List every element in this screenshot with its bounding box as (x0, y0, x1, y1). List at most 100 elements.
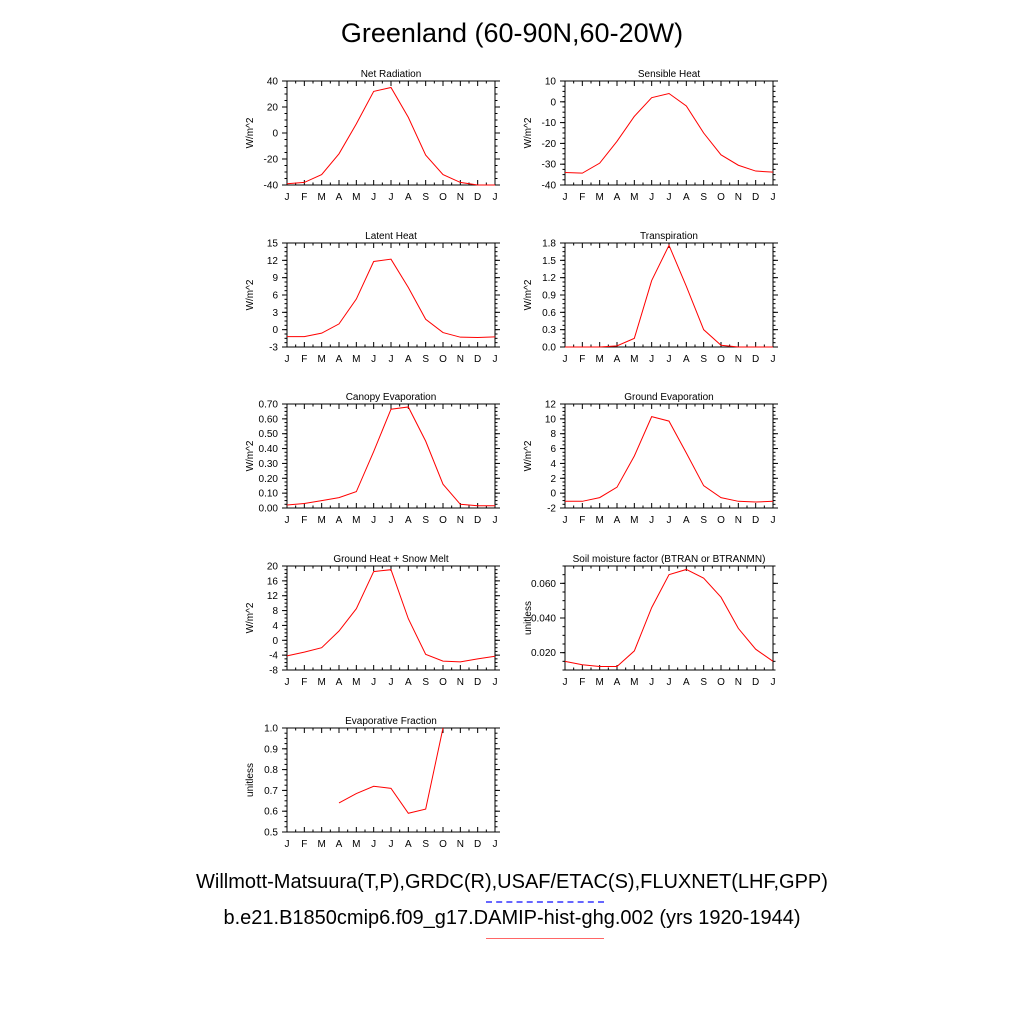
y-tick-label: -10 (542, 118, 557, 129)
x-tick-label: J (563, 354, 568, 365)
series-line (286, 86, 495, 186)
x-tick-label: O (717, 677, 725, 688)
x-tick-label: M (352, 354, 360, 365)
x-tick-label: A (614, 192, 621, 203)
plot-frame (286, 80, 496, 186)
y-tick-label: 0 (550, 97, 556, 108)
x-tick-label: J (563, 677, 568, 688)
legend-model-swatch (486, 938, 604, 939)
y-tick-label: 0.020 (531, 648, 556, 659)
x-tick-label: A (683, 677, 690, 688)
x-tick-label: N (457, 354, 464, 365)
y-tick-label: 0.9 (542, 291, 556, 302)
x-tick-label: J (563, 515, 568, 526)
y-axis-label: unitless (523, 601, 534, 635)
series-line (564, 92, 774, 174)
y-tick-label: 40 (267, 77, 279, 88)
panel-title: Ground Evaporation (624, 392, 714, 403)
y-tick-label: 12 (545, 400, 557, 411)
x-tick-label: J (389, 192, 394, 203)
x-tick-label: O (717, 515, 725, 526)
y-tick-label: 0 (272, 636, 278, 647)
y-tick-label: 8 (272, 606, 278, 617)
y-axis-label: unitless (245, 763, 256, 797)
y-tick-label: 0.30 (259, 459, 279, 470)
x-tick-label: M (317, 839, 325, 850)
x-tick-label: A (336, 515, 343, 526)
x-tick-label: N (457, 192, 464, 203)
x-tick-label: S (422, 192, 429, 203)
y-tick-label: 1.5 (542, 256, 556, 267)
x-tick-label: A (405, 192, 412, 203)
x-tick-label: A (683, 515, 690, 526)
x-tick-label: A (405, 515, 412, 526)
chart-panel-8: Soil moisture factor (BTRAN or BTRANMN) J… (523, 554, 778, 688)
x-tick-label: F (301, 192, 307, 203)
x-tick-label: D (752, 677, 759, 688)
x-tick-label: N (735, 515, 742, 526)
y-tick-label: 4 (550, 459, 556, 470)
page-title: Greenland (60-90N,60-20W) (340, 18, 684, 48)
x-tick-label: S (700, 515, 707, 526)
y-tick-label: 0.6 (264, 807, 278, 818)
y-tick-label: -40 (264, 181, 279, 192)
y-axis-label: W/m^2 (245, 440, 256, 471)
x-tick-label: J (371, 192, 376, 203)
x-tick-label: M (595, 192, 603, 203)
y-tick-label: 16 (267, 576, 279, 587)
x-tick-label: J (667, 677, 672, 688)
plot-frame (564, 80, 774, 186)
x-tick-label: A (336, 354, 343, 365)
x-tick-label: A (336, 839, 343, 850)
x-tick-label: O (439, 354, 447, 365)
x-tick-label: A (683, 354, 690, 365)
y-tick-label: 0.060 (531, 579, 556, 590)
x-tick-label: J (389, 677, 394, 688)
x-tick-label: J (371, 515, 376, 526)
x-tick-label: A (405, 354, 412, 365)
y-tick-label: 0.9 (264, 744, 278, 755)
series-line (564, 568, 774, 668)
y-tick-label: 2 (550, 474, 556, 485)
x-tick-label: J (667, 354, 672, 365)
x-tick-label: M (595, 515, 603, 526)
y-tick-label: -3 (269, 343, 278, 354)
x-tick-label: F (579, 515, 585, 526)
x-tick-label: A (336, 192, 343, 203)
x-tick-label: D (752, 192, 759, 203)
y-tick-label: 4 (272, 621, 278, 632)
y-tick-label: 0.50 (259, 429, 279, 440)
y-tick-label: -30 (542, 160, 557, 171)
y-tick-label: 10 (545, 77, 557, 88)
x-tick-label: J (649, 354, 654, 365)
y-axis-label: W/m^2 (245, 602, 256, 633)
plot-frame (564, 242, 774, 348)
x-tick-label: D (752, 354, 759, 365)
y-tick-label: 0 (550, 489, 556, 500)
plot-frame (286, 242, 496, 348)
legend-model-label: b.e21.B1850cmip6.f09_g17.DAMIP-hist-ghg.… (223, 907, 801, 929)
x-tick-label: D (474, 192, 481, 203)
x-tick-label: J (389, 515, 394, 526)
y-tick-label: 20 (267, 103, 279, 114)
x-tick-label: M (595, 354, 603, 365)
panel-title: Net Radiation (361, 69, 422, 80)
y-tick-label: 12 (267, 256, 279, 267)
y-axis-label: W/m^2 (523, 279, 534, 310)
x-tick-label: O (717, 192, 725, 203)
x-tick-label: A (336, 677, 343, 688)
x-tick-label: A (614, 354, 621, 365)
x-tick-label: J (493, 677, 498, 688)
y-tick-label: 3 (272, 308, 278, 319)
y-tick-label: 0.8 (264, 765, 278, 776)
x-tick-label: J (285, 677, 290, 688)
y-tick-label: -40 (542, 181, 557, 192)
y-tick-label: 6 (550, 444, 556, 455)
panel-title: Evaporative Fraction (345, 716, 437, 727)
series-line (286, 569, 496, 663)
